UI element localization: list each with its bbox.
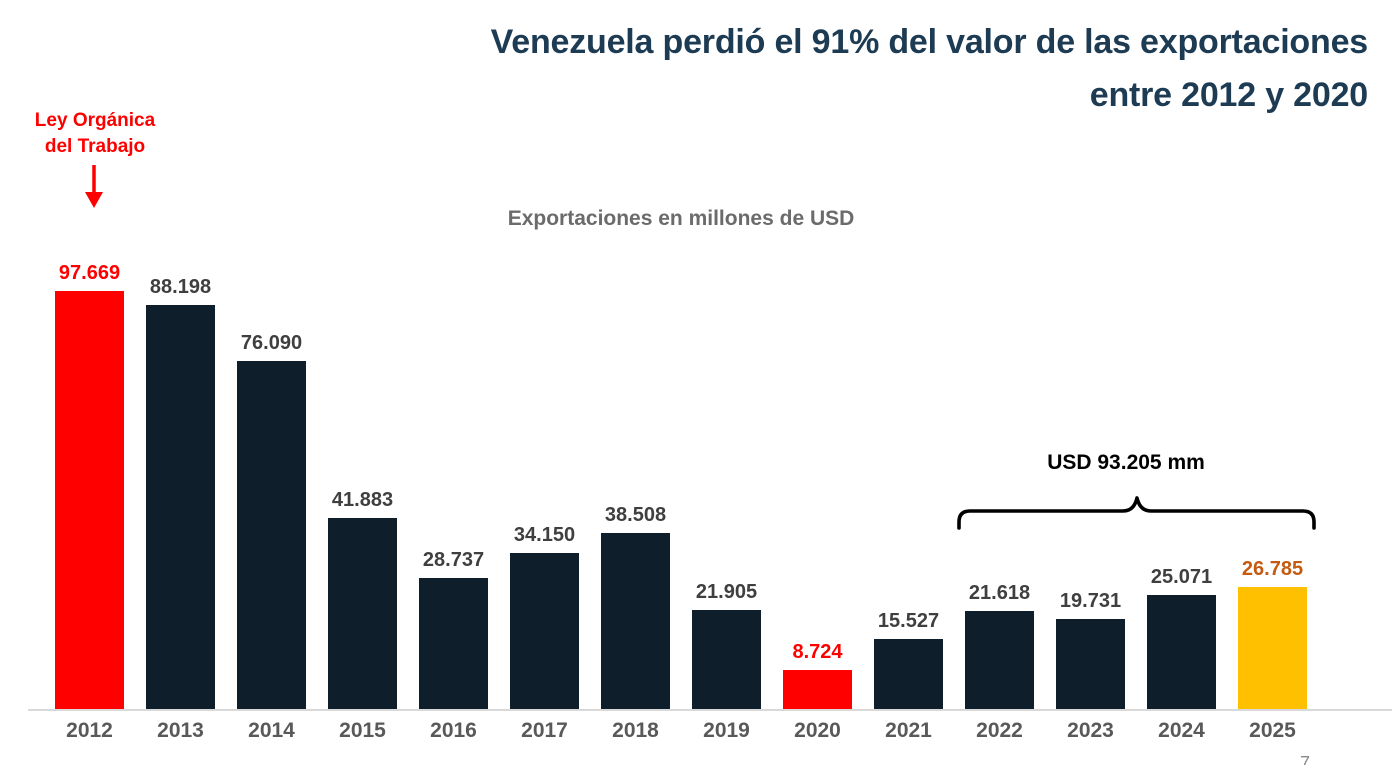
bar-2014 [237,361,306,710]
bar-column-2015: 41.883 [317,262,408,710]
bar-column-2013: 88.198 [135,262,226,710]
x-axis-line [28,709,1392,711]
page-title-line2: entre 2012 y 2020 [1089,76,1368,114]
bar-2016 [419,578,488,710]
bar-column-2022: 21.618 [954,262,1045,710]
bar-2019 [692,610,761,710]
page-title-line1: Venezuela perdió el 91% del valor de las… [490,23,1369,61]
bar-value-label-2014: 76.090 [240,332,303,354]
bar-column-2023: 19.731 [1045,262,1136,710]
bar-2023 [1056,619,1125,710]
bar-2024 [1147,595,1216,710]
x-tick-2023: 2023 [1067,719,1114,742]
bar-column-2021: 15.527 [863,262,954,710]
bar-2017 [510,553,579,710]
bar-chart: 97.669 88.198 76.090 41.883 28.737 34.150 38.5… [44,262,1318,710]
bar-value-label-2017: 34.150 [513,524,576,546]
bar-value-label-2022: 21.618 [968,582,1031,604]
x-tick-2012: 2012 [66,719,113,742]
bar-value-label-2018: 38.508 [604,504,667,526]
down-arrow-icon [85,165,103,208]
law-annotation-line2: del Trabajo [44,136,146,157]
bar-column-2020: 8.724 [772,262,863,710]
x-tick-2016: 2016 [430,719,477,742]
x-tick-2019: 2019 [703,719,750,742]
x-tick-2018: 2018 [612,719,659,742]
bar-value-label-2024: 25.071 [1150,566,1213,588]
bar-2013 [146,305,215,710]
bar-value-label-2016: 28.737 [422,549,485,571]
bar-value-label-2013: 88.198 [149,276,212,298]
x-tick-2022: 2022 [976,719,1023,742]
bar-2018 [601,533,670,710]
x-tick-2024: 2024 [1158,719,1205,742]
page-number: 7 [1300,753,1311,765]
bar-column-2017: 34.150 [499,262,590,710]
bar-2022 [965,611,1034,710]
bar-column-2012: 97.669 [44,262,135,710]
bar-2021 [874,639,943,710]
curly-brace-icon [957,496,1316,530]
x-tick-2013: 2013 [157,719,204,742]
x-tick-2017: 2017 [521,719,568,742]
bar-value-label-2025: 26.785 [1241,558,1304,580]
bar-column-2019: 21.905 [681,262,772,710]
bar-column-2018: 38.508 [590,262,681,710]
bar-value-label-2021: 15.527 [877,610,940,632]
x-tick-2025: 2025 [1249,719,1296,742]
law-annotation-line1: Ley Orgánica [34,110,156,131]
page-title: Venezuela perdió el 91% del valor de las… [200,16,1369,122]
bar-column-2025: 26.785 [1227,262,1318,710]
bar-column-2014: 76.090 [226,262,317,710]
chart-title: Exportaciones en millones de USD [507,207,855,230]
law-annotation: Ley Orgánica del Trabajo [10,108,180,160]
bar-column-2024: 25.071 [1136,262,1227,710]
bar-value-label-2020: 8.724 [792,641,843,663]
bar-column-2016: 28.737 [408,262,499,710]
bar-2020 [783,670,852,710]
bar-2015 [328,518,397,710]
bracket-sum-label: USD 93.205 mm [1047,451,1205,474]
bar-value-label-2019: 21.905 [695,581,758,603]
bar-value-label-2015: 41.883 [331,489,394,511]
x-tick-2021: 2021 [885,719,932,742]
x-tick-2014: 2014 [248,719,295,742]
x-axis-ticks: 2012 2013 2014 2015 2016 2017 2018 2019 2020 2021… [44,719,1318,743]
bar-2012 [55,291,124,710]
bar-value-label-2012: 97.669 [58,262,121,284]
x-tick-2015: 2015 [339,719,386,742]
bar-2025 [1238,587,1307,710]
x-tick-2020: 2020 [794,719,841,742]
bar-value-label-2023: 19.731 [1059,590,1122,612]
